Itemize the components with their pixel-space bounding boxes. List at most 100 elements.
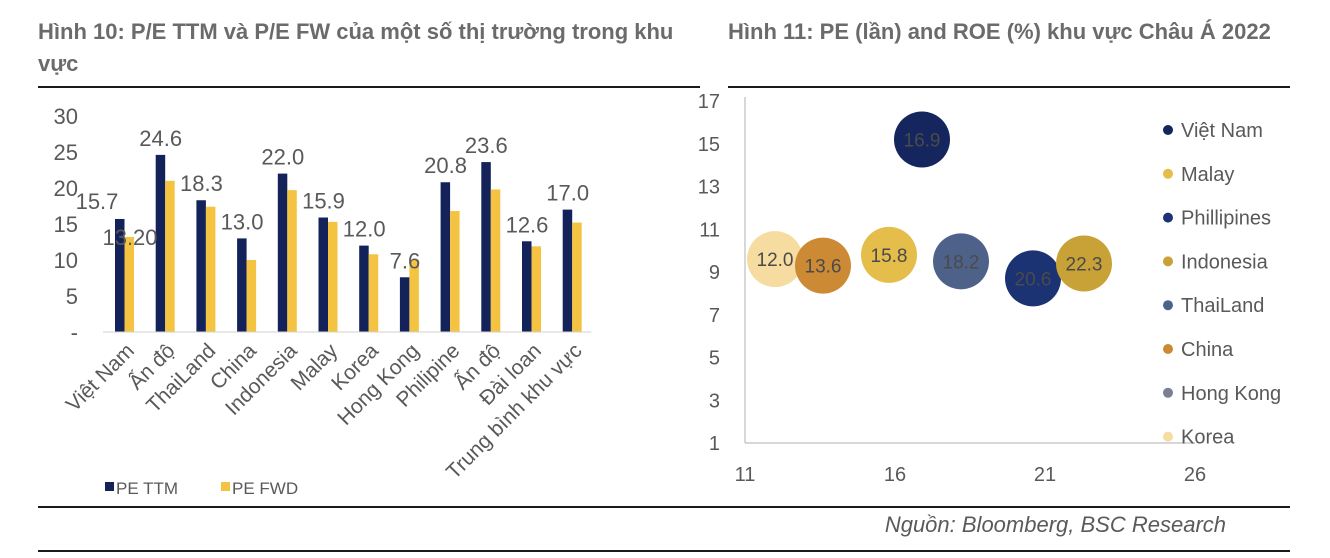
- bar-pe-ttm: [196, 200, 206, 332]
- legend-label-pe-ttm: PE TTM: [116, 479, 178, 498]
- legend-label-korea: Korea: [1181, 427, 1235, 449]
- bar-pe-fwd: [165, 180, 175, 332]
- bar-pe-fwd: [368, 254, 379, 332]
- bar-pe-ttm: [237, 238, 247, 332]
- bar-pe-ttm: [359, 245, 369, 332]
- data-label-pe-ttm: 24.6: [139, 126, 182, 151]
- y-tick-label: 17: [698, 91, 720, 113]
- data-label-pe-ttm: 12.0: [343, 217, 386, 242]
- y-tick-label: 10: [54, 248, 78, 273]
- left-top-rule: [38, 86, 700, 88]
- legend-label-china: China: [1181, 339, 1234, 361]
- legend-label-malay: Malay: [1181, 164, 1234, 186]
- legend-label-phillipines: Phillipines: [1181, 208, 1271, 230]
- bar-pe-fwd: [531, 246, 541, 332]
- bubble-thailand: [933, 233, 989, 290]
- legend-marker-china: [1163, 344, 1173, 354]
- bar-pe-fwd: [124, 236, 134, 332]
- data-label-pe-ttm: 20.8: [424, 153, 467, 178]
- data-label-pe-ttm: 13.0: [221, 209, 264, 234]
- y-tick-label: 1: [709, 433, 720, 455]
- y-tick-label: 5: [66, 284, 78, 309]
- legend-label-indonesia: Indonesia: [1181, 251, 1269, 273]
- y-tick-label: 11: [699, 219, 720, 241]
- bottom-rule: [38, 550, 1290, 552]
- legend-label-thailand: ThaiLand: [1181, 295, 1264, 317]
- bubble-indonesia: [1056, 235, 1112, 292]
- data-label-pe-fwd: 13.20: [102, 225, 157, 250]
- bar-pe-fwd: [450, 211, 460, 332]
- x-tick-label: 26: [1184, 464, 1206, 486]
- data-label-pe-ttm: 23.6: [465, 133, 508, 158]
- left-chart-title: Hình 10: P/E TTM và P/E FW của một số th…: [38, 19, 674, 76]
- source-top-rule: [38, 506, 1290, 508]
- bubble-korea: [747, 231, 803, 288]
- bar-pe-ttm: [155, 154, 166, 332]
- data-label-pe-ttm: 17.0: [546, 181, 589, 206]
- bubble-label: 22.3: [1066, 254, 1103, 275]
- legend-label-pe-fwd: PE FWD: [232, 479, 298, 498]
- bubble-china: [795, 237, 851, 294]
- legend-marker-thailand: [1163, 300, 1173, 311]
- bar-pe-ttm: [522, 241, 532, 332]
- right-chart-title: Hình 11: PE (lần) and ROE (%) khu vực Ch…: [728, 19, 1271, 44]
- y-tick-label: 9: [709, 262, 720, 284]
- y-tick-label: -: [71, 320, 78, 345]
- bar-pe-fwd: [490, 189, 501, 332]
- bar-pe-ttm: [481, 162, 491, 332]
- legend-swatch-pe-fwd: [221, 482, 230, 491]
- bar-pe-fwd: [246, 260, 257, 332]
- x-tick-label: 21: [1034, 464, 1056, 486]
- bar-pe-ttm: [318, 217, 328, 332]
- bubble-việt-nam: [894, 111, 950, 168]
- bubble-label: 20.6: [1015, 269, 1052, 290]
- data-label-pe-ttm: 15.7: [76, 189, 119, 214]
- x-tick-label: 16: [884, 464, 906, 486]
- bubble-label: 15.8: [871, 246, 908, 267]
- data-label-pe-ttm: 15.9: [302, 189, 345, 214]
- bar-pe-ttm: [277, 173, 288, 332]
- bubble-label: 18.2: [943, 252, 980, 273]
- bubble-malay: [861, 226, 917, 283]
- bar-pe-fwd: [409, 260, 419, 332]
- legend-marker-indonesia: [1163, 256, 1173, 267]
- y-tick-label: 30: [54, 104, 78, 129]
- y-tick-label: 13: [698, 177, 720, 199]
- y-tick-label: 5: [709, 348, 720, 370]
- bubble-label: 13.6: [805, 257, 842, 278]
- bubble-label: 16.9: [904, 130, 941, 151]
- legend-marker-korea: [1163, 431, 1173, 442]
- bar-pe-fwd: [328, 221, 338, 332]
- legend-marker-việt-nam: [1163, 125, 1173, 135]
- legend-label-hong-kong: Hong Kong: [1181, 383, 1281, 405]
- source-note: Nguồn: Bloomberg, BSC Research: [884, 512, 1226, 537]
- data-label-pe-ttm: 22.0: [261, 145, 304, 170]
- y-tick-label: 25: [54, 140, 78, 165]
- bar-pe-ttm: [115, 218, 125, 332]
- y-tick-label: 15: [698, 134, 720, 156]
- legend-marker-malay: [1163, 168, 1173, 179]
- y-tick-label: 3: [709, 390, 720, 412]
- bubble-phillipines: [1005, 250, 1061, 307]
- data-label-pe-ttm: 12.6: [506, 212, 549, 237]
- bar-pe-fwd: [205, 206, 216, 332]
- data-label-pe-ttm: 7.6: [390, 248, 421, 273]
- y-tick-label: 15: [54, 212, 78, 237]
- y-tick-label: 7: [709, 305, 720, 327]
- y-tick-label: 20: [54, 176, 78, 201]
- bubble-label: 12.0: [757, 250, 794, 271]
- legend-marker-hong-kong: [1163, 387, 1173, 398]
- data-label-pe-ttm: 18.3: [180, 171, 223, 196]
- bar-pe-ttm: [562, 209, 573, 332]
- right-top-rule: [728, 86, 1290, 88]
- legend-swatch-pe-ttm: [105, 482, 114, 491]
- bar-pe-ttm: [440, 182, 451, 332]
- bar-pe-fwd: [287, 190, 297, 332]
- legend-label-việt-nam: Việt Nam: [1181, 120, 1263, 142]
- x-tick-label: 11: [735, 464, 756, 486]
- bar-pe-fwd: [572, 222, 582, 332]
- legend-marker-phillipines: [1163, 212, 1173, 223]
- bar-pe-ttm: [399, 277, 410, 332]
